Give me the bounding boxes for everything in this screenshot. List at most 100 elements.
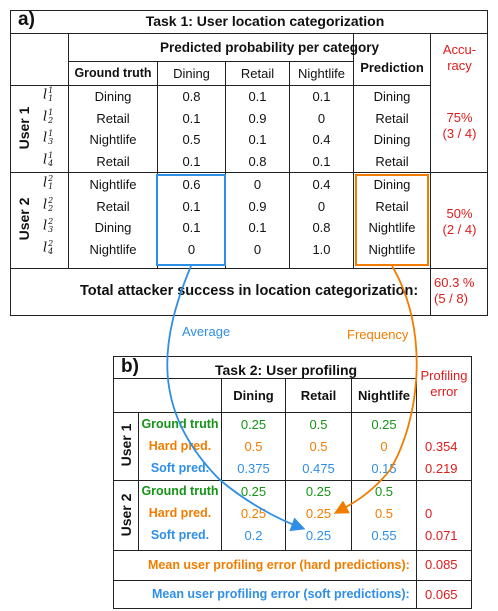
ground-truth-cell: Dining bbox=[94, 220, 132, 235]
total-success-value: 60.3 % bbox=[434, 275, 475, 290]
ground-truth-cell: Nightlife bbox=[89, 132, 137, 147]
frequency-label: Frequency bbox=[346, 327, 410, 342]
nightlife-prob-cell: 0.8 bbox=[312, 220, 331, 235]
retail-prob-cell: 0.1 bbox=[248, 132, 267, 147]
profile-value-cell: 0.25 bbox=[305, 528, 332, 543]
prediction-cell: Dining bbox=[373, 132, 411, 147]
profile-value-cell: 0.25 bbox=[240, 506, 267, 521]
user1-accuracy-fraction: (3 / 4) bbox=[442, 126, 477, 141]
profile-value-cell: 0.25 bbox=[305, 506, 332, 521]
profile-value-cell: 0.5 bbox=[374, 506, 394, 521]
total-success-fraction: (5 / 8) bbox=[434, 291, 468, 306]
panel-b-label: b) bbox=[121, 356, 139, 377]
profiling-error-cell: 0.354 bbox=[425, 439, 458, 454]
mean-soft-value: 0.065 bbox=[425, 587, 458, 602]
frequency-arrow bbox=[333, 265, 418, 514]
dining-prob-cell: 0.1 bbox=[182, 110, 201, 126]
dining-prob-cell: 0.6 bbox=[182, 177, 201, 192]
row-label-hard: Hard pred. bbox=[148, 506, 212, 520]
dining-prob-cell: 0.1 bbox=[182, 153, 201, 169]
panel-a-label: a) bbox=[18, 9, 35, 30]
mean-hard-value: 0.085 bbox=[425, 557, 458, 572]
profile-value-cell: 0.25 bbox=[371, 417, 397, 432]
prediction-cell: Dining bbox=[373, 177, 411, 192]
profile-value-cell: 0.55 bbox=[371, 528, 397, 543]
profile-value-cell: 0.375 bbox=[237, 461, 270, 476]
header-accuracy: Accu- racy bbox=[442, 42, 477, 73]
dining-prob-cell: 0.8 bbox=[182, 89, 201, 104]
mean-soft-label: Mean user profiling error (soft predicti… bbox=[152, 587, 410, 601]
nightlife-prob-cell: 1.0 bbox=[312, 241, 331, 257]
dining-prob-cell: 0.1 bbox=[182, 220, 201, 235]
header-dining: Dining bbox=[173, 66, 210, 81]
user1-accuracy: 75% bbox=[446, 110, 473, 125]
ground-truth-cell: Retail bbox=[96, 110, 130, 126]
retail-prob-cell: 0.9 bbox=[248, 198, 267, 214]
profile-value-cell: 0.15 bbox=[371, 461, 397, 476]
profile-value-cell: 0.5 bbox=[309, 439, 328, 454]
highlight-dining-column bbox=[156, 174, 226, 266]
prediction-cell: Retail bbox=[375, 153, 409, 169]
header-prediction: Prediction bbox=[360, 60, 424, 75]
ground-truth-cell: Nightlife bbox=[89, 241, 137, 257]
profiling-error-cell: 0.071 bbox=[425, 528, 458, 543]
dining-prob-cell: 0 bbox=[187, 241, 196, 257]
nightlife-prob-cell: 0.1 bbox=[312, 89, 331, 104]
profile-value-cell: 0.25 bbox=[240, 417, 267, 432]
ground-truth-cell: Retail bbox=[96, 153, 130, 169]
retail-prob-cell: 0 bbox=[253, 177, 262, 192]
b-header-retail: Retail bbox=[300, 388, 337, 403]
prediction-cell: Dining bbox=[373, 89, 411, 104]
prediction-cell: Nightlife bbox=[368, 220, 416, 235]
total-success-label: Total attacker success in location categ… bbox=[80, 283, 419, 299]
nightlife-prob-cell: 0.4 bbox=[312, 177, 331, 192]
profile-value-cell: 0.25 bbox=[240, 484, 267, 499]
profile-value-cell: 0.5 bbox=[244, 439, 263, 454]
profile-value-cell: 0.2 bbox=[244, 528, 263, 543]
mean-hard-label: Mean user profiling error (hard predicti… bbox=[148, 558, 410, 572]
profile-value-cell: 0.5 bbox=[309, 417, 328, 432]
profile-value-cell: 0 bbox=[380, 439, 388, 454]
panel-a-title: Task 1: User location categorization bbox=[145, 13, 385, 29]
ground-truth-cell: Nightlife bbox=[89, 177, 137, 192]
nightlife-prob-cell: 0 bbox=[317, 110, 326, 126]
profiling-error-cell: 0.219 bbox=[425, 461, 458, 476]
nightlife-prob-cell: 0.4 bbox=[312, 132, 331, 147]
panel-b-title: Task 2: User profiling bbox=[215, 362, 358, 378]
row-label-hard: Hard pred. bbox=[148, 439, 212, 453]
header-nightlife: Nightlife bbox=[298, 66, 345, 81]
prediction-cell: Nightlife bbox=[368, 241, 416, 257]
dining-prob-cell: 0.5 bbox=[182, 132, 201, 147]
header-ground-truth: Ground truth bbox=[74, 66, 152, 80]
row-label-soft: Soft pred. bbox=[150, 528, 210, 542]
retail-prob-cell: 0 bbox=[253, 241, 262, 257]
header-predicted-probability: Predicted probability per category bbox=[160, 40, 380, 55]
retail-prob-cell: 0.1 bbox=[248, 89, 267, 104]
b-header-nightlife: Nightlife bbox=[358, 388, 410, 403]
retail-prob-cell: 0.1 bbox=[248, 220, 267, 235]
ground-truth-cell: Dining bbox=[94, 89, 132, 104]
retail-prob-cell: 0.8 bbox=[248, 153, 267, 169]
header-retail: Retail bbox=[240, 66, 275, 81]
row-label-gt: Ground truth bbox=[141, 484, 219, 498]
b-header-dining: Dining bbox=[233, 388, 274, 403]
profile-value-cell: 0.5 bbox=[374, 484, 394, 499]
user2-accuracy-fraction: (2 / 4) bbox=[442, 222, 477, 237]
prediction-cell: Retail bbox=[375, 110, 409, 126]
nightlife-prob-cell: 0.1 bbox=[312, 153, 331, 169]
header-profiling-error: Profiling error bbox=[420, 368, 468, 399]
profile-value-cell: 0.475 bbox=[302, 461, 335, 476]
prediction-cell: Retail bbox=[375, 198, 409, 214]
average-arrow bbox=[166, 265, 306, 532]
ground-truth-cell: Retail bbox=[96, 198, 130, 214]
profiling-error-cell: 0 bbox=[425, 506, 433, 521]
profile-value-cell: 0.25 bbox=[305, 484, 332, 499]
dining-prob-cell: 0.1 bbox=[182, 198, 201, 214]
